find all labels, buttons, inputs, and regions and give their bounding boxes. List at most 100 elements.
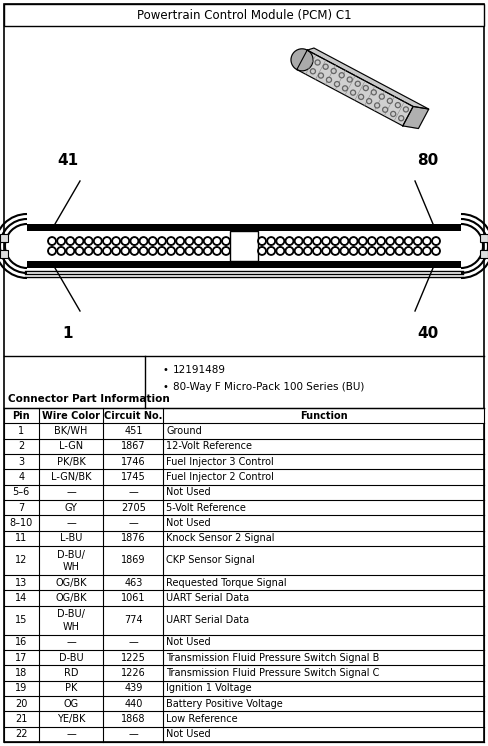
Circle shape bbox=[66, 247, 75, 255]
Circle shape bbox=[112, 236, 121, 245]
Circle shape bbox=[260, 239, 264, 243]
Text: 1876: 1876 bbox=[121, 533, 146, 543]
Circle shape bbox=[185, 236, 194, 245]
Circle shape bbox=[140, 236, 148, 245]
Circle shape bbox=[185, 247, 194, 255]
Text: —: — bbox=[128, 637, 138, 648]
Bar bbox=[4, 4, 484, 26]
Circle shape bbox=[130, 247, 139, 255]
Circle shape bbox=[294, 247, 303, 255]
Circle shape bbox=[167, 247, 175, 255]
Circle shape bbox=[326, 78, 331, 82]
Circle shape bbox=[103, 247, 111, 255]
Circle shape bbox=[391, 111, 396, 116]
Text: —: — bbox=[128, 730, 138, 739]
Circle shape bbox=[351, 239, 356, 243]
Text: Low Reference: Low Reference bbox=[166, 714, 238, 724]
Circle shape bbox=[96, 239, 100, 243]
Circle shape bbox=[50, 248, 54, 253]
Circle shape bbox=[377, 247, 385, 255]
Text: 20: 20 bbox=[15, 699, 27, 709]
Text: Requested Torque Signal: Requested Torque Signal bbox=[166, 577, 287, 588]
Circle shape bbox=[160, 239, 164, 243]
Text: 1869: 1869 bbox=[121, 556, 145, 565]
Circle shape bbox=[94, 236, 102, 245]
Text: L-BU: L-BU bbox=[60, 533, 82, 543]
Circle shape bbox=[222, 236, 230, 245]
Circle shape bbox=[104, 239, 109, 243]
Circle shape bbox=[114, 248, 119, 253]
Circle shape bbox=[203, 247, 212, 255]
Circle shape bbox=[316, 61, 319, 63]
Circle shape bbox=[141, 248, 146, 253]
Circle shape bbox=[415, 239, 420, 243]
Circle shape bbox=[176, 247, 184, 255]
Circle shape bbox=[267, 236, 275, 245]
Circle shape bbox=[406, 239, 411, 243]
Text: Transmission Fluid Pressure Switch Signal C: Transmission Fluid Pressure Switch Signa… bbox=[166, 668, 380, 678]
Circle shape bbox=[333, 239, 338, 243]
Polygon shape bbox=[403, 107, 429, 128]
Circle shape bbox=[425, 239, 429, 243]
Text: Fuel Injector 3 Control: Fuel Injector 3 Control bbox=[166, 457, 274, 467]
Text: 2: 2 bbox=[18, 442, 24, 451]
Circle shape bbox=[322, 236, 330, 245]
Circle shape bbox=[434, 248, 438, 253]
Text: 12191489: 12191489 bbox=[173, 365, 226, 375]
Circle shape bbox=[344, 87, 346, 90]
Circle shape bbox=[361, 239, 365, 243]
Circle shape bbox=[276, 236, 285, 245]
Polygon shape bbox=[297, 50, 413, 126]
Circle shape bbox=[400, 117, 403, 119]
Circle shape bbox=[310, 69, 315, 74]
Circle shape bbox=[341, 74, 343, 76]
Circle shape bbox=[367, 247, 376, 255]
Text: 40: 40 bbox=[417, 326, 439, 341]
Circle shape bbox=[258, 247, 266, 255]
Circle shape bbox=[75, 247, 83, 255]
Circle shape bbox=[48, 236, 56, 245]
Text: 18: 18 bbox=[15, 668, 27, 678]
Circle shape bbox=[324, 239, 328, 243]
Circle shape bbox=[397, 248, 402, 253]
Circle shape bbox=[194, 247, 203, 255]
Circle shape bbox=[140, 247, 148, 255]
Bar bbox=[230, 231, 258, 261]
Circle shape bbox=[359, 95, 364, 99]
Circle shape bbox=[376, 104, 378, 107]
Circle shape bbox=[305, 248, 310, 253]
Text: —: — bbox=[128, 518, 138, 528]
Circle shape bbox=[375, 103, 380, 108]
Circle shape bbox=[325, 66, 327, 68]
Circle shape bbox=[383, 107, 387, 112]
Text: Pin: Pin bbox=[13, 410, 30, 421]
Text: D-BU/: D-BU/ bbox=[57, 550, 85, 560]
Circle shape bbox=[121, 236, 129, 245]
Circle shape bbox=[86, 248, 91, 253]
Circle shape bbox=[365, 87, 367, 90]
Text: 5–6: 5–6 bbox=[13, 487, 30, 498]
Text: Not Used: Not Used bbox=[166, 637, 211, 648]
Circle shape bbox=[291, 48, 313, 71]
Circle shape bbox=[57, 247, 65, 255]
Circle shape bbox=[405, 236, 413, 245]
Polygon shape bbox=[307, 48, 429, 109]
Circle shape bbox=[361, 248, 365, 253]
Bar bbox=[0, 250, 8, 258]
Circle shape bbox=[276, 247, 285, 255]
Circle shape bbox=[285, 247, 294, 255]
Text: WH: WH bbox=[62, 562, 80, 572]
Circle shape bbox=[57, 236, 65, 245]
Circle shape bbox=[323, 64, 328, 69]
Text: Function: Function bbox=[300, 410, 347, 421]
Circle shape bbox=[371, 90, 376, 95]
Circle shape bbox=[331, 69, 336, 74]
Circle shape bbox=[312, 70, 314, 72]
Circle shape bbox=[260, 248, 264, 253]
Circle shape bbox=[68, 239, 73, 243]
Circle shape bbox=[75, 236, 83, 245]
Circle shape bbox=[123, 239, 127, 243]
Circle shape bbox=[187, 239, 192, 243]
Text: 1867: 1867 bbox=[121, 442, 146, 451]
Bar bbox=[0, 234, 8, 242]
